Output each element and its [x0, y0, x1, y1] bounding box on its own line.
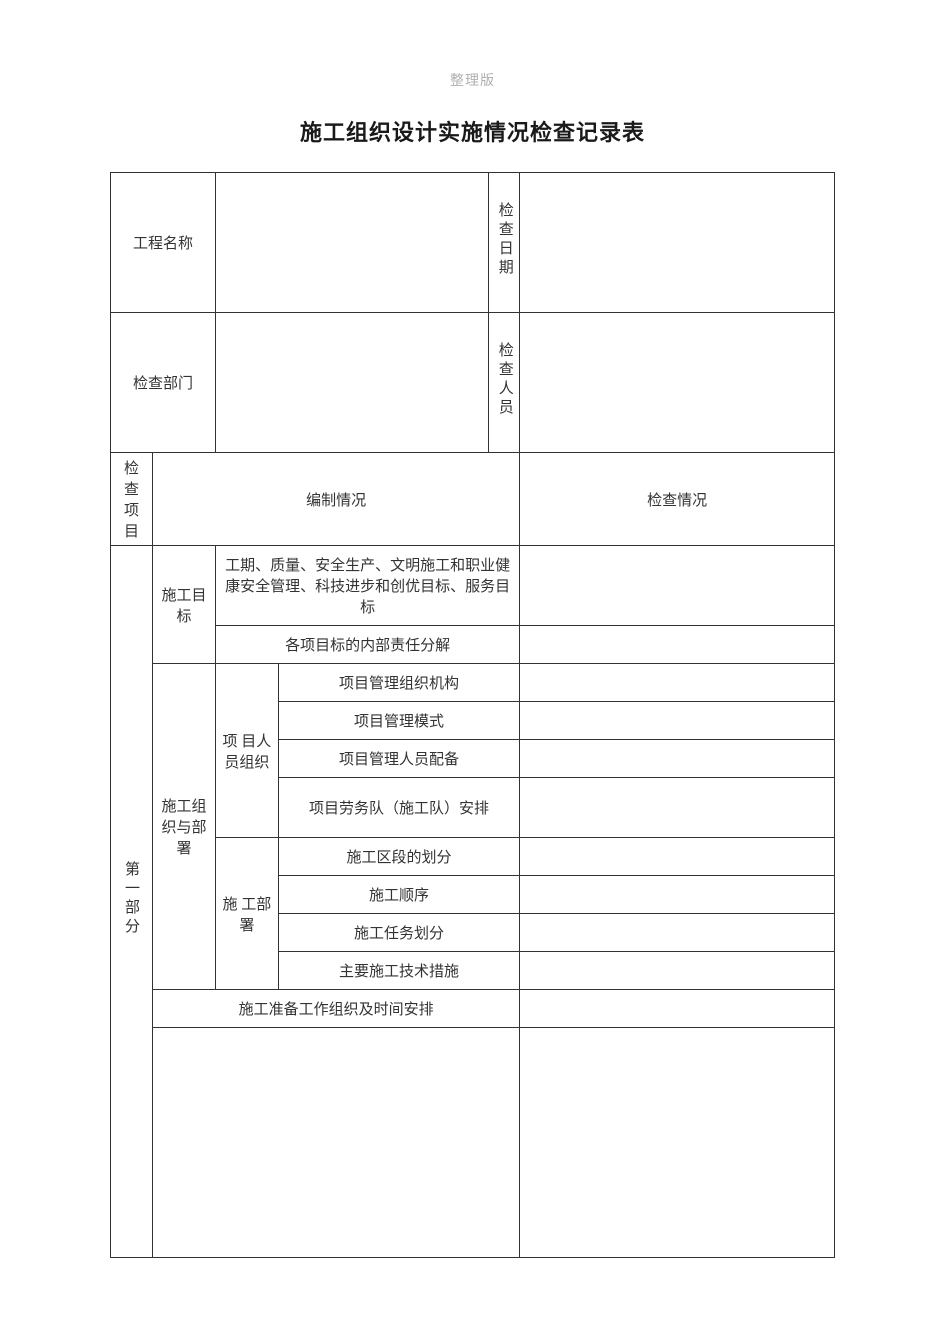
field-sub-a-3[interactable] [520, 778, 835, 838]
field-check-person[interactable] [520, 313, 835, 453]
label-sub-a: 项 目人 员组织 [215, 664, 278, 838]
inspection-form-table: 工程名称 检查日期 检查部门 检查人员 检查项目 编制情况 检查情况 第一部分 … [110, 172, 835, 1258]
label-project-name: 工程名称 [111, 173, 216, 313]
row-org-b1: 施 工部署 施工区段的划分 [111, 838, 835, 876]
field-sub-a-2[interactable] [520, 740, 835, 778]
cell-prep: 施工准备工作组织及时间安排 [152, 990, 519, 1028]
field-sub-b-2[interactable] [520, 914, 835, 952]
cell-sub-a-0: 项目管理组织机构 [278, 664, 519, 702]
label-check-dept: 检查部门 [111, 313, 216, 453]
row-check-dept: 检查部门 检查人员 [111, 313, 835, 453]
cell-sub-a-2: 项目管理人员配备 [278, 740, 519, 778]
field-sub-b-3[interactable] [520, 952, 835, 990]
field-check-dept[interactable] [215, 313, 488, 453]
label-check-date: 检查日期 [488, 173, 519, 313]
col-header-inspect: 检查情况 [520, 453, 835, 546]
col-header-check-item: 检查项目 [111, 453, 153, 546]
cell-sub-b-1: 施工顺序 [278, 876, 519, 914]
cell-goal-text: 工期、质量、安全生产、文明施工和职业健康安全管理、科技进步和创优目标、服务目标 [215, 546, 519, 626]
field-sub-a-0[interactable] [520, 664, 835, 702]
row-empty-bottom [111, 1028, 835, 1258]
row-prep: 施工准备工作组织及时间安排 [111, 990, 835, 1028]
label-goal: 施工目标 [152, 546, 215, 664]
header-label: 整理版 [110, 70, 835, 90]
cell-sub-b-0: 施工区段的划分 [278, 838, 519, 876]
field-check-date[interactable] [520, 173, 835, 313]
cell-sub-b-2: 施工任务划分 [278, 914, 519, 952]
cell-goal-sub: 各项目标的内部责任分解 [215, 626, 519, 664]
field-goal-sub-check[interactable] [520, 626, 835, 664]
label-section-part1: 第一部分 [111, 546, 153, 1258]
label-sub-b: 施 工部署 [215, 838, 278, 990]
document-title: 施工组织设计实施情况检查记录表 [110, 115, 835, 147]
field-sub-b-0[interactable] [520, 838, 835, 876]
field-project-name[interactable] [215, 173, 488, 313]
cell-sub-a-3: 项目劳务队（施工队）安排 [278, 778, 519, 838]
row-org-a1: 施工组织与部署 项 目人 员组织 项目管理组织机构 [111, 664, 835, 702]
field-sub-b-1[interactable] [520, 876, 835, 914]
col-header-compile: 编制情况 [152, 453, 519, 546]
label-check-person: 检查人员 [488, 313, 519, 453]
label-org-deploy: 施工组织与部署 [152, 664, 215, 990]
field-prep-check[interactable] [520, 990, 835, 1028]
cell-empty-right[interactable] [520, 1028, 835, 1258]
cell-empty-left[interactable] [152, 1028, 519, 1258]
page-container: 整理版 施工组织设计实施情况检查记录表 工程名称 检查日期 检查部门 检查人员 … [0, 0, 945, 1318]
row-goal-2: 各项目标的内部责任分解 [111, 626, 835, 664]
row-column-headers: 检查项目 编制情况 检查情况 [111, 453, 835, 546]
cell-sub-a-1: 项目管理模式 [278, 702, 519, 740]
field-sub-a-1[interactable] [520, 702, 835, 740]
field-goal-check[interactable] [520, 546, 835, 626]
row-goal-1: 第一部分 施工目标 工期、质量、安全生产、文明施工和职业健康安全管理、科技进步和… [111, 546, 835, 626]
row-project-name: 工程名称 检查日期 [111, 173, 835, 313]
cell-sub-b-3: 主要施工技术措施 [278, 952, 519, 990]
